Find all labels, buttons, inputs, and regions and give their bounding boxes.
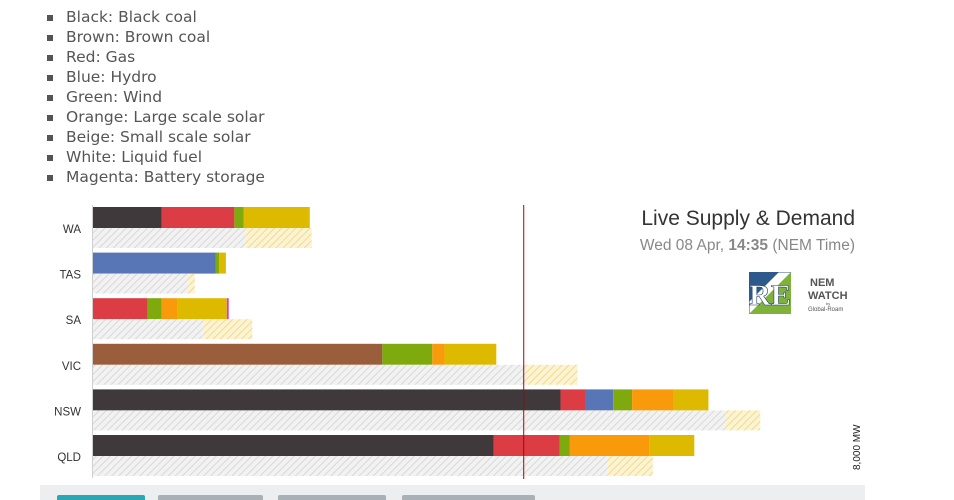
panel-time: Wed 08 Apr, 14:35 (NEM Time): [640, 237, 855, 255]
by-logo-text: by: [826, 301, 830, 306]
supply-bar-segment[interactable]: [585, 389, 614, 411]
global-roam-logo-text: Global-Roam: [808, 307, 843, 313]
time-prefix: Wed 08 Apr,: [639, 237, 729, 254]
supply-bar-segment[interactable]: [382, 343, 433, 365]
legend-item: Green: Wind: [44, 87, 265, 107]
re-logo-text: RE: [749, 279, 791, 312]
rooftop-solar-bar[interactable]: [188, 273, 195, 294]
legend-item: Magenta: Battery storage: [44, 167, 265, 187]
legend-item: Black: Black coal: [44, 7, 265, 27]
watch-logo-text: WATCH: [808, 290, 848, 302]
supply-bar-segment[interactable]: [93, 389, 561, 411]
region-label: TAS: [59, 270, 81, 282]
supply-bar-segment[interactable]: [673, 389, 709, 411]
region-label: WA: [63, 224, 81, 236]
demand-bar[interactable]: [93, 410, 726, 431]
footer-tab[interactable]: [158, 495, 263, 500]
rooftop-solar-bar[interactable]: [725, 410, 761, 431]
nemwatch-logo[interactable]: NEM WATCH by Global-Roam: [806, 273, 856, 315]
legend-item: Brown: Brown coal: [44, 27, 265, 47]
demand-bar[interactable]: [93, 273, 189, 294]
rooftop-solar-bar[interactable]: [203, 319, 253, 340]
supply-bar-segment[interactable]: [559, 435, 570, 456]
supply-bar-segment[interactable]: [632, 389, 674, 411]
supply-bar-segment[interactable]: [161, 207, 235, 228]
legend-item: Orange: Large scale solar: [44, 107, 265, 127]
axis-max-label: 8,000 MW: [852, 424, 863, 470]
supply-bar-segment[interactable]: [560, 389, 586, 411]
supply-bar-segment[interactable]: [496, 343, 498, 365]
region-label: SA: [66, 315, 82, 327]
legend-item: Blue: Hydro: [44, 67, 265, 87]
legend-item: Red: Gas: [44, 47, 265, 67]
demand-bar[interactable]: [93, 364, 526, 385]
region-label: VIC: [62, 361, 81, 373]
time-suffix: (NEM Time): [768, 237, 855, 254]
rooftop-solar-bar[interactable]: [607, 456, 653, 476]
supply-bar-segment[interactable]: [219, 252, 226, 274]
time-value: 14:35: [728, 237, 769, 254]
legend: Black: Black coal Brown: Brown coal Red:…: [44, 7, 265, 187]
rooftop-solar-bar[interactable]: [245, 228, 312, 248]
supply-bar-segment[interactable]: [649, 435, 695, 456]
supply-bar-segment[interactable]: [432, 343, 445, 365]
nem-logo-text: NEM: [810, 277, 834, 289]
region-label: NSW: [54, 406, 81, 418]
panel-title: Live Supply & Demand: [641, 207, 855, 230]
supply-bar-segment[interactable]: [613, 389, 633, 411]
supply-bar-segment[interactable]: [177, 298, 227, 320]
supply-bar-segment[interactable]: [215, 252, 220, 274]
re-logo[interactable]: RE: [749, 272, 791, 314]
rooftop-solar-bar[interactable]: [525, 364, 578, 385]
legend-item: White: Liquid fuel: [44, 147, 265, 167]
supply-bar-segment[interactable]: [234, 207, 244, 228]
demand-bar[interactable]: [93, 319, 204, 340]
supply-bar-segment[interactable]: [226, 298, 229, 320]
supply-bar-segment[interactable]: [93, 298, 148, 320]
region-label: QLD: [57, 452, 81, 464]
supply-bar-segment[interactable]: [93, 252, 216, 274]
supply-bar-segment[interactable]: [93, 207, 162, 228]
footer-tab-active[interactable]: [57, 495, 145, 500]
supply-bar-segment[interactable]: [93, 435, 494, 456]
supply-bar-segment[interactable]: [243, 207, 310, 228]
supply-bar-segment[interactable]: [147, 298, 162, 320]
legend-item: Beige: Small scale solar: [44, 127, 265, 147]
supply-bar-segment[interactable]: [569, 435, 650, 456]
demand-bar[interactable]: [93, 228, 246, 248]
supply-bar-segment[interactable]: [93, 343, 383, 365]
supply-bar-segment[interactable]: [444, 343, 497, 365]
supply-bar-segment[interactable]: [161, 298, 178, 320]
demand-bar[interactable]: [93, 456, 608, 476]
supply-bar-segment[interactable]: [493, 435, 560, 456]
footer-tab[interactable]: [278, 495, 386, 500]
footer-tab[interactable]: [402, 495, 535, 500]
